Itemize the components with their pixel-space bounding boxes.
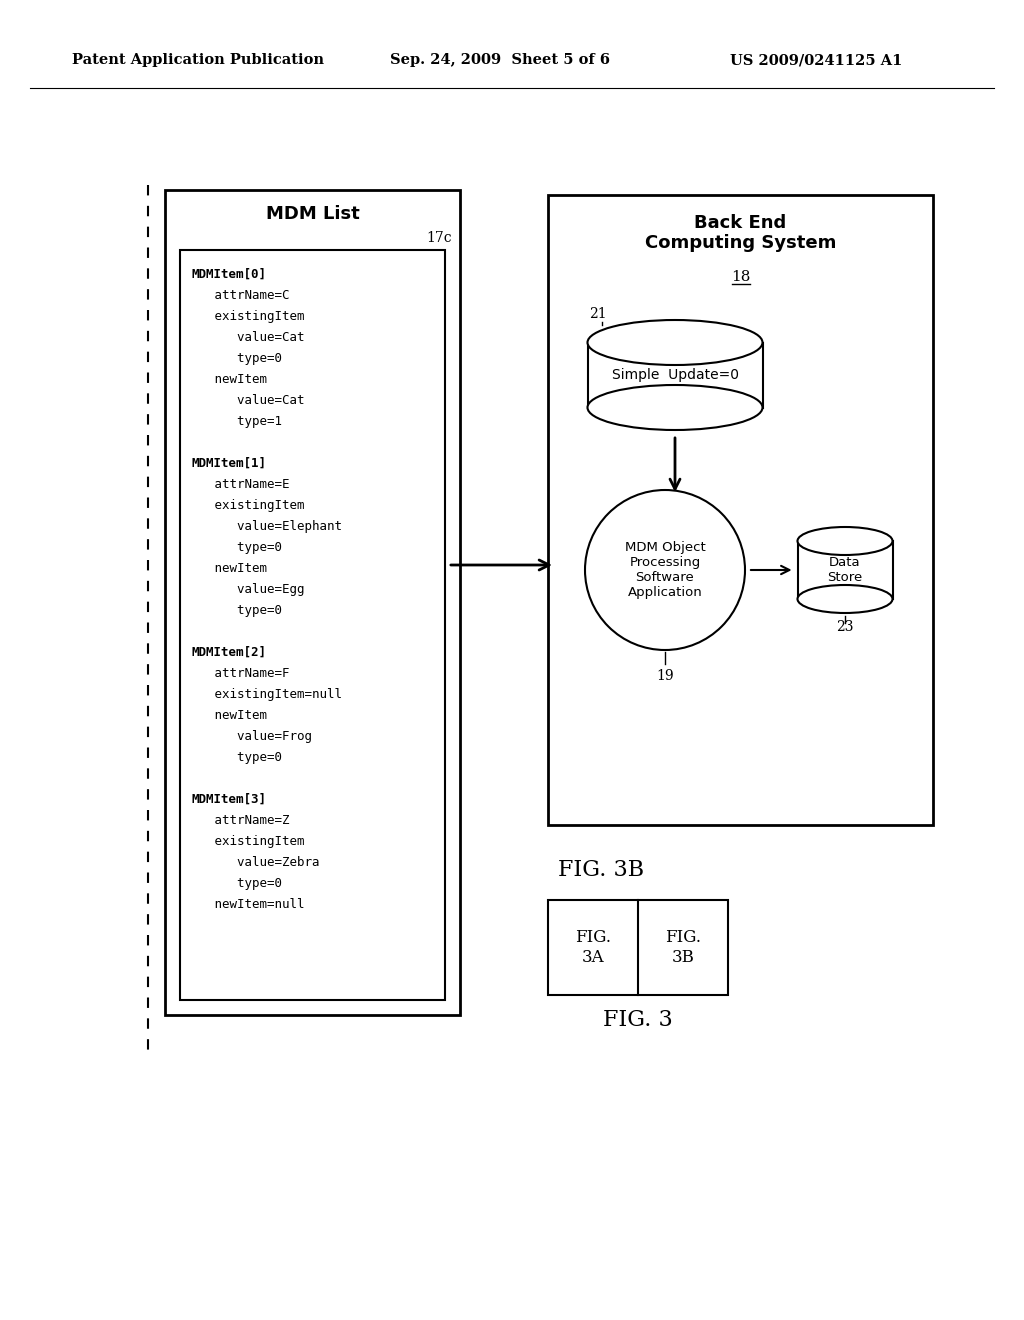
Text: Sep. 24, 2009  Sheet 5 of 6: Sep. 24, 2009 Sheet 5 of 6 bbox=[390, 53, 610, 67]
Ellipse shape bbox=[588, 319, 763, 366]
Text: type=0: type=0 bbox=[193, 541, 282, 554]
Ellipse shape bbox=[588, 385, 763, 430]
Text: Simple  Update=0: Simple Update=0 bbox=[611, 368, 738, 381]
Text: newItem=null: newItem=null bbox=[193, 898, 304, 911]
Text: value=Zebra: value=Zebra bbox=[193, 855, 319, 869]
Text: type=0: type=0 bbox=[193, 751, 282, 764]
Text: MDMItem[2]: MDMItem[2] bbox=[193, 645, 267, 659]
Text: FIG.
3B: FIG. 3B bbox=[665, 929, 701, 966]
Text: existingItem: existingItem bbox=[193, 310, 304, 323]
Text: value=Cat: value=Cat bbox=[193, 393, 304, 407]
Bar bbox=[548, 195, 933, 825]
Text: newItem: newItem bbox=[193, 374, 267, 385]
Text: FIG. 3: FIG. 3 bbox=[603, 1008, 673, 1031]
Bar bbox=[588, 342, 763, 408]
Text: MDMItem[1]: MDMItem[1] bbox=[193, 457, 267, 470]
Text: Back End
Computing System: Back End Computing System bbox=[645, 214, 837, 252]
Text: 23: 23 bbox=[837, 620, 854, 634]
Text: attrName=C: attrName=C bbox=[193, 289, 290, 302]
Text: value=Elephant: value=Elephant bbox=[193, 520, 342, 533]
Text: 18: 18 bbox=[731, 271, 751, 284]
Bar bbox=[798, 541, 893, 599]
Text: 17c: 17c bbox=[426, 231, 452, 246]
Text: MDMItem[0]: MDMItem[0] bbox=[193, 268, 267, 281]
Ellipse shape bbox=[798, 527, 893, 554]
Text: type=0: type=0 bbox=[193, 605, 282, 616]
Text: 21: 21 bbox=[590, 308, 607, 322]
Text: Patent Application Publication: Patent Application Publication bbox=[72, 53, 324, 67]
Text: attrName=Z: attrName=Z bbox=[193, 814, 290, 828]
Text: value=Egg: value=Egg bbox=[193, 583, 304, 597]
Text: MDM List: MDM List bbox=[265, 205, 359, 223]
Text: type=0: type=0 bbox=[193, 352, 282, 366]
Bar bbox=[548, 900, 728, 995]
Text: MDMItem[3]: MDMItem[3] bbox=[193, 793, 267, 807]
Ellipse shape bbox=[798, 585, 893, 612]
Text: attrName=E: attrName=E bbox=[193, 478, 290, 491]
Bar bbox=[180, 249, 445, 1001]
Text: existingItem=null: existingItem=null bbox=[193, 688, 342, 701]
Text: type=1: type=1 bbox=[193, 414, 282, 428]
Text: existingItem: existingItem bbox=[193, 836, 304, 847]
Text: newItem: newItem bbox=[193, 709, 267, 722]
Text: existingItem: existingItem bbox=[193, 499, 304, 512]
Text: FIG.
3A: FIG. 3A bbox=[575, 929, 611, 966]
Bar bbox=[165, 190, 460, 1015]
Ellipse shape bbox=[585, 490, 745, 649]
Text: 19: 19 bbox=[656, 669, 674, 682]
Text: type=0: type=0 bbox=[193, 876, 282, 890]
Text: MDM Object
Processing
Software
Application: MDM Object Processing Software Applicati… bbox=[625, 541, 706, 599]
Text: value=Frog: value=Frog bbox=[193, 730, 312, 743]
Text: FIG. 3B: FIG. 3B bbox=[558, 859, 644, 880]
Text: newItem: newItem bbox=[193, 562, 267, 576]
Text: US 2009/0241125 A1: US 2009/0241125 A1 bbox=[730, 53, 902, 67]
Text: value=Cat: value=Cat bbox=[193, 331, 304, 345]
Text: attrName=F: attrName=F bbox=[193, 667, 290, 680]
Text: Data
Store: Data Store bbox=[827, 556, 862, 583]
